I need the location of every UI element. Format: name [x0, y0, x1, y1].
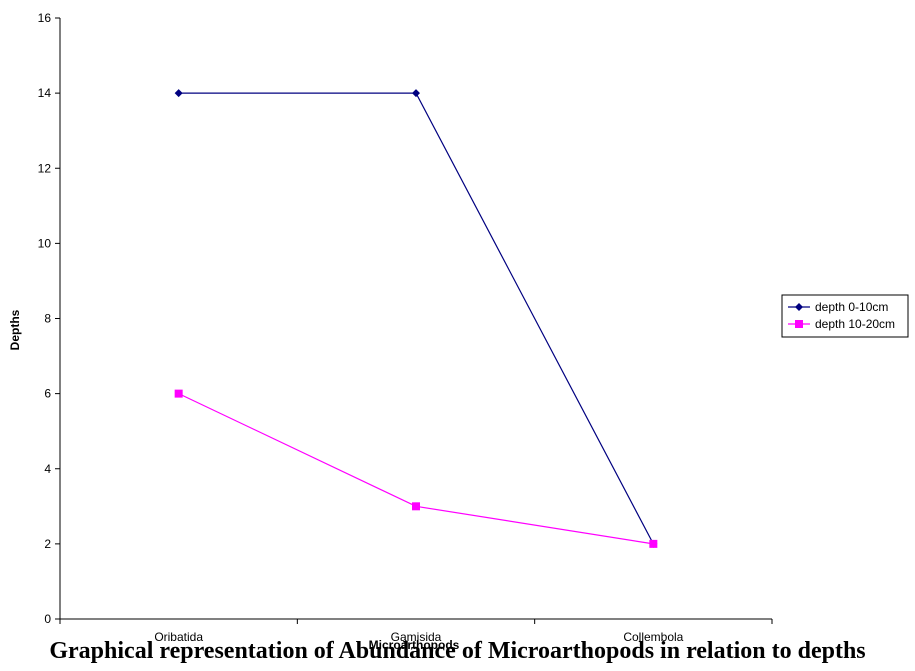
y-tick-label: 10	[38, 236, 52, 250]
series-1	[174, 89, 658, 548]
data-point	[412, 502, 420, 511]
legend-marker	[795, 320, 803, 328]
legend-label: depth 10-20cm	[815, 317, 895, 331]
series-line	[178, 92, 654, 545]
y-tick-label: 12	[38, 161, 52, 175]
x-axis-title: Microarthopods	[369, 638, 460, 652]
data-point	[174, 389, 183, 398]
series-line	[178, 393, 654, 545]
y-tick-label: 2	[44, 537, 51, 551]
x-axis: Oribatida Gamisida Collembola	[59, 618, 773, 644]
figure-caption: Graphical representation of Abundance of…	[49, 638, 866, 664]
legend-box	[781, 294, 909, 338]
data-point	[412, 89, 420, 98]
data-point	[174, 89, 183, 98]
data-point	[649, 539, 658, 548]
y-axis: 0 2 4 6 8 10 12 14 16	[38, 11, 61, 626]
series-layer	[174, 89, 658, 548]
y-tick-label: 6	[44, 387, 51, 401]
x-tick-label: Gamisida	[391, 630, 442, 644]
series-2	[174, 389, 658, 548]
y-axis-title: Depths	[8, 309, 22, 350]
legend: depth 0-10cm depth 10-20cm	[781, 294, 909, 338]
y-tick-label: 4	[44, 462, 51, 476]
x-tick-label: Oribatida	[154, 630, 203, 644]
y-tick-label: 8	[44, 312, 51, 326]
legend-label: depth 0-10cm	[815, 300, 888, 314]
y-tick-label: 14	[38, 86, 52, 100]
y-tick-label: 0	[44, 612, 51, 626]
y-tick-label: 16	[38, 11, 52, 25]
x-tick-label: Collembola	[623, 630, 683, 644]
legend-marker	[795, 303, 803, 311]
